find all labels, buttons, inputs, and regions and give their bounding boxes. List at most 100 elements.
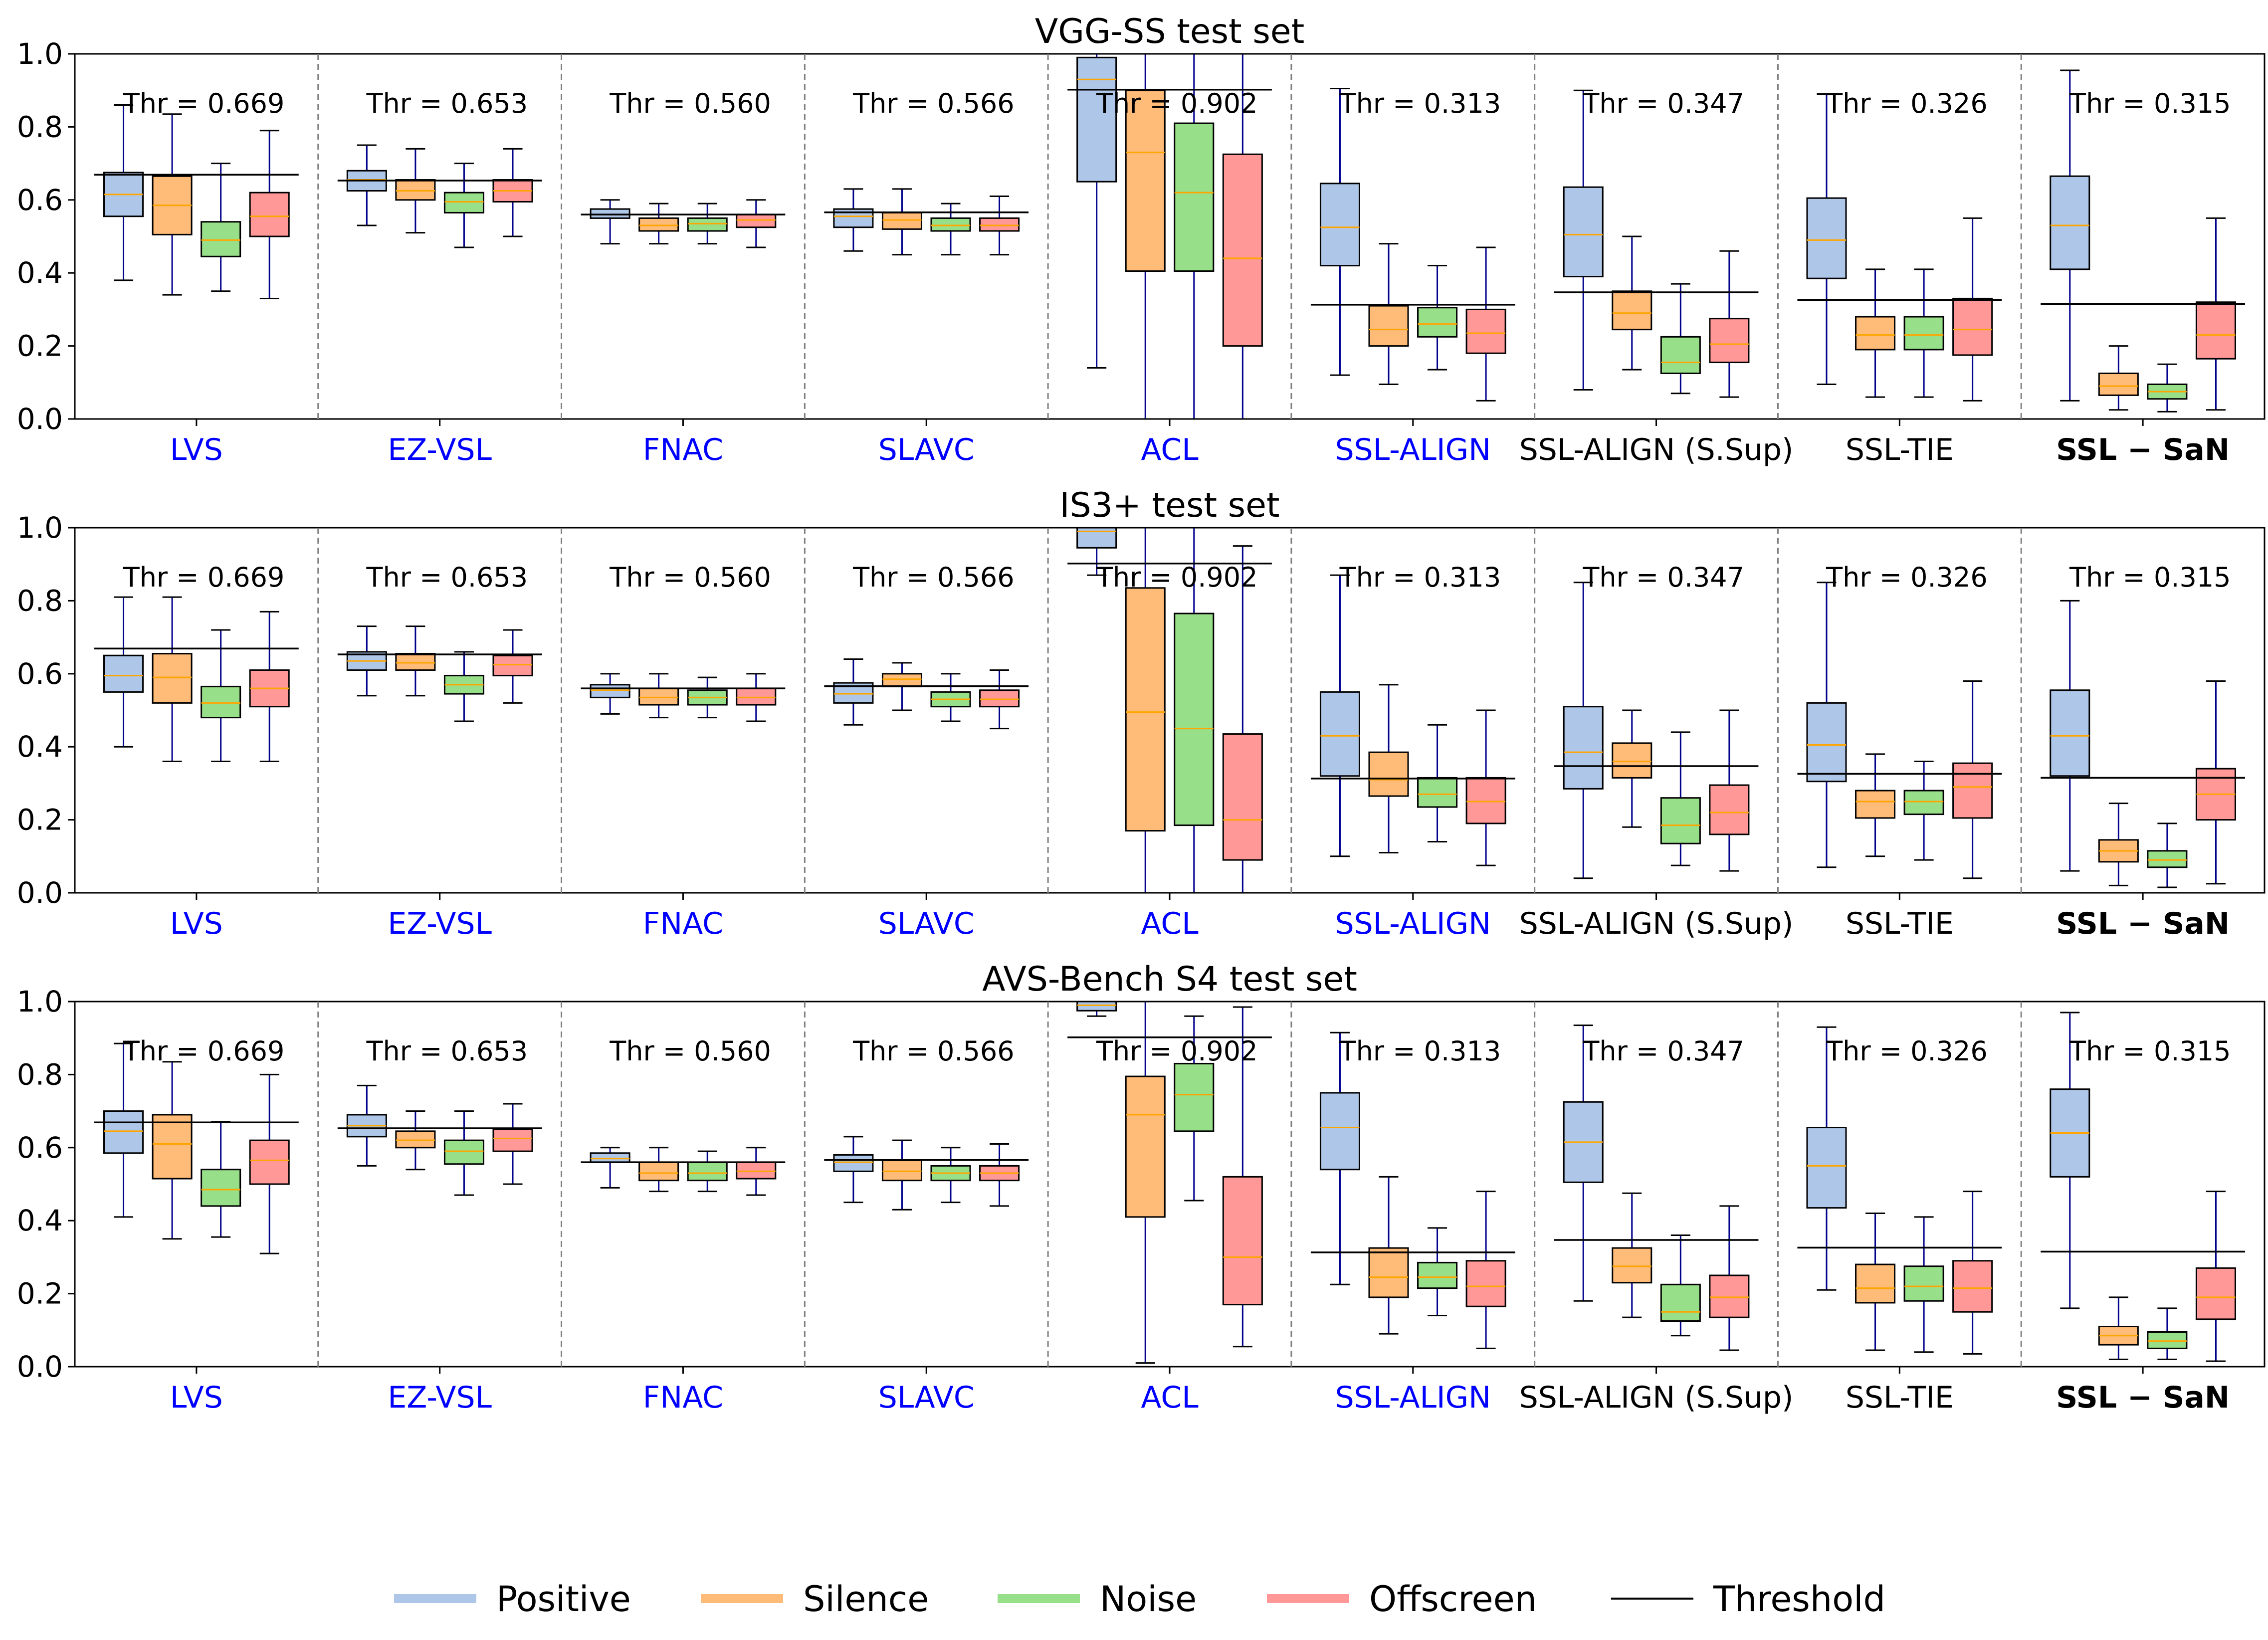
y-tick-label: 0.8 <box>17 584 63 617</box>
legend-label: Silence <box>803 1579 929 1620</box>
box-silence <box>1612 235 1652 371</box>
threshold-label: Thr = 0.347 <box>1582 1035 1744 1067</box>
box-positive <box>1806 582 1847 868</box>
threshold-label: Thr = 0.669 <box>123 562 285 593</box>
threshold-label: Thr = 0.326 <box>1826 1035 1988 1067</box>
y-tick-label: 0.4 <box>17 730 63 764</box>
threshold-label: Thr = 0.315 <box>2069 562 2231 593</box>
method-ez-vsl: Thr = 0.653 EZ-VSL <box>317 1002 542 1415</box>
threshold-label: Thr = 0.902 <box>1096 88 1258 119</box>
y-tick-label: 1.0 <box>17 511 63 545</box>
box-positive <box>1076 1001 1117 1017</box>
box-iqr <box>881 673 922 687</box>
panel-1: VGG-SS test set 0.0 0.2 0.4 0.6 0.8 1.0 Thr = 0… <box>17 12 2266 467</box>
legend-label: Positive <box>496 1579 631 1620</box>
box-iqr <box>2195 1267 2236 1320</box>
box-offscreen <box>249 1073 290 1254</box>
box-positive <box>1806 1026 1847 1291</box>
legend-label: Offscreen <box>1369 1579 1537 1620</box>
box-offscreen <box>2195 1191 2236 1362</box>
method-ez-vsl: Thr = 0.653 EZ-VSL <box>317 528 542 941</box>
box-iqr <box>1076 56 1117 183</box>
box-silence <box>1612 709 1652 828</box>
method-label: SLAVC <box>878 1380 975 1415</box>
method-label: FNAC <box>643 1380 723 1415</box>
box-offscreen <box>1709 709 1750 872</box>
method-label: EZ-VSL <box>388 432 492 467</box>
box-offscreen <box>1465 709 1506 866</box>
box-iqr <box>1465 308 1506 354</box>
box-iqr <box>736 687 777 706</box>
box-iqr <box>979 217 1020 232</box>
box-noise <box>1174 1015 1215 1202</box>
box-iqr <box>1174 122 1215 272</box>
y-tick-label: 0.6 <box>17 657 63 691</box>
box-noise <box>1417 1227 1458 1317</box>
method-label: SSL-TIE <box>1846 906 1954 941</box>
box-noise <box>2147 363 2188 412</box>
box-silence <box>1368 243 1409 385</box>
box-noise <box>443 651 484 722</box>
method-label: SLAVC <box>878 432 975 467</box>
box-iqr <box>1125 89 1166 272</box>
box-iqr <box>1612 742 1652 779</box>
box-iqr <box>590 684 630 698</box>
method-label: SSL-ALIGN (S.Sup) <box>1519 906 1794 941</box>
box-iqr <box>1125 587 1166 832</box>
box-offscreen <box>1952 217 1993 402</box>
y-tick-label: 0.6 <box>17 183 63 217</box>
box-positive <box>1076 527 1117 576</box>
box-iqr <box>2147 850 2188 868</box>
box-iqr <box>1612 1247 1652 1284</box>
legend-entry-silence: Silence <box>701 1579 929 1620</box>
box-iqr <box>736 1161 777 1180</box>
box-silence <box>638 203 679 245</box>
box-iqr <box>1855 1263 1896 1304</box>
box-noise <box>1660 283 1701 395</box>
box-iqr <box>1368 305 1409 347</box>
box-noise <box>1417 724 1458 843</box>
box-silence <box>1125 53 1166 420</box>
method-label: ACL <box>1141 1380 1199 1415</box>
box-offscreen <box>736 673 777 722</box>
box-iqr <box>638 687 679 706</box>
panel-2: IS3+ test set 0.0 0.2 0.4 0.6 0.8 1.0 Thr = 0.6… <box>17 486 2266 941</box>
method-label: FNAC <box>643 906 723 941</box>
method-label: SSL-TIE <box>1846 432 1954 467</box>
box-positive <box>1563 1025 1604 1302</box>
method-slavc: Thr = 0.566 SLAVC <box>804 528 1029 941</box>
box-iqr <box>2098 373 2139 396</box>
box-silence <box>1368 684 1409 853</box>
threshold-label: Thr = 0.566 <box>852 1035 1015 1067</box>
box-iqr <box>492 1128 533 1152</box>
box-iqr <box>1319 1092 1360 1171</box>
box-offscreen <box>1222 1006 1263 1348</box>
box-offscreen <box>249 130 290 299</box>
box-silence <box>1125 1001 1166 1364</box>
method-label: LVS <box>170 1380 223 1415</box>
box-iqr <box>1709 318 1750 364</box>
y-tick-label: 0.0 <box>17 1350 63 1384</box>
box-silence <box>1368 1176 1409 1335</box>
threshold-label: Thr = 0.326 <box>1826 562 1988 593</box>
box-iqr <box>1563 186 1604 278</box>
box-silence <box>2098 803 2139 886</box>
method-label: ACL <box>1141 432 1199 467</box>
box-silence <box>152 113 193 296</box>
box-offscreen <box>492 629 533 704</box>
box-iqr <box>687 1161 728 1182</box>
box-iqr <box>103 654 144 693</box>
box-noise <box>2147 822 2188 888</box>
box-iqr <box>1952 762 1993 819</box>
method-slavc: Thr = 0.566 SLAVC <box>804 54 1029 467</box>
method-label: SSL − SaN <box>2056 906 2230 941</box>
box-positive <box>833 1136 874 1204</box>
y-tick-label: 0.0 <box>17 876 63 910</box>
box-noise <box>1903 1216 1944 1353</box>
box-iqr <box>1903 790 1944 816</box>
box-iqr <box>1660 797 1701 844</box>
method-label: SSL-ALIGN <box>1335 906 1491 941</box>
box-iqr <box>1709 1274 1750 1318</box>
panel-3: AVS-Bench S4 test set 0.0 0.2 0.4 0.6 0.8 1.0 T… <box>17 960 2266 1415</box>
box-iqr <box>1660 336 1701 374</box>
